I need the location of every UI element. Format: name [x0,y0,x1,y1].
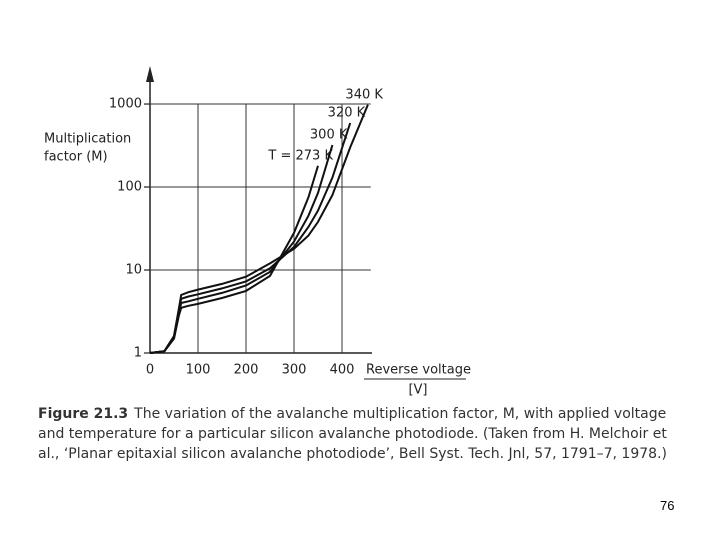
x-unit: [V] [408,383,427,398]
y-tick-label: 10 [125,263,142,278]
caption-label: Figure 21.3 [38,406,129,422]
x-tick-label: 100 [186,363,211,378]
curve-label: 300 K [310,128,348,143]
caption-text: The variation of the avalanche multiplic… [38,406,667,462]
x-tick-label: 0 [146,363,154,378]
y-tick-label: 100 [117,180,142,195]
y-label: Multiplication [44,132,131,147]
y-tick-label: 1 [134,346,142,361]
x-tick-label: 200 [234,363,259,378]
x-label: Reverse voltage [366,363,471,378]
caption: Figure 21.3 The variation of the avalanch… [38,404,678,464]
x-tick-label: 400 [330,363,355,378]
y-tick-label: 1000 [109,97,142,112]
page-number: 76 [660,498,675,513]
x-tick-label: 300 [282,363,307,378]
curve [149,104,369,354]
y-axis-arrow [146,66,154,82]
curve-label: T = 273 K [267,148,333,163]
curve-label: 320 K [328,106,366,121]
y-label: factor (M) [44,150,108,165]
curve-label: 340 K [345,87,383,102]
